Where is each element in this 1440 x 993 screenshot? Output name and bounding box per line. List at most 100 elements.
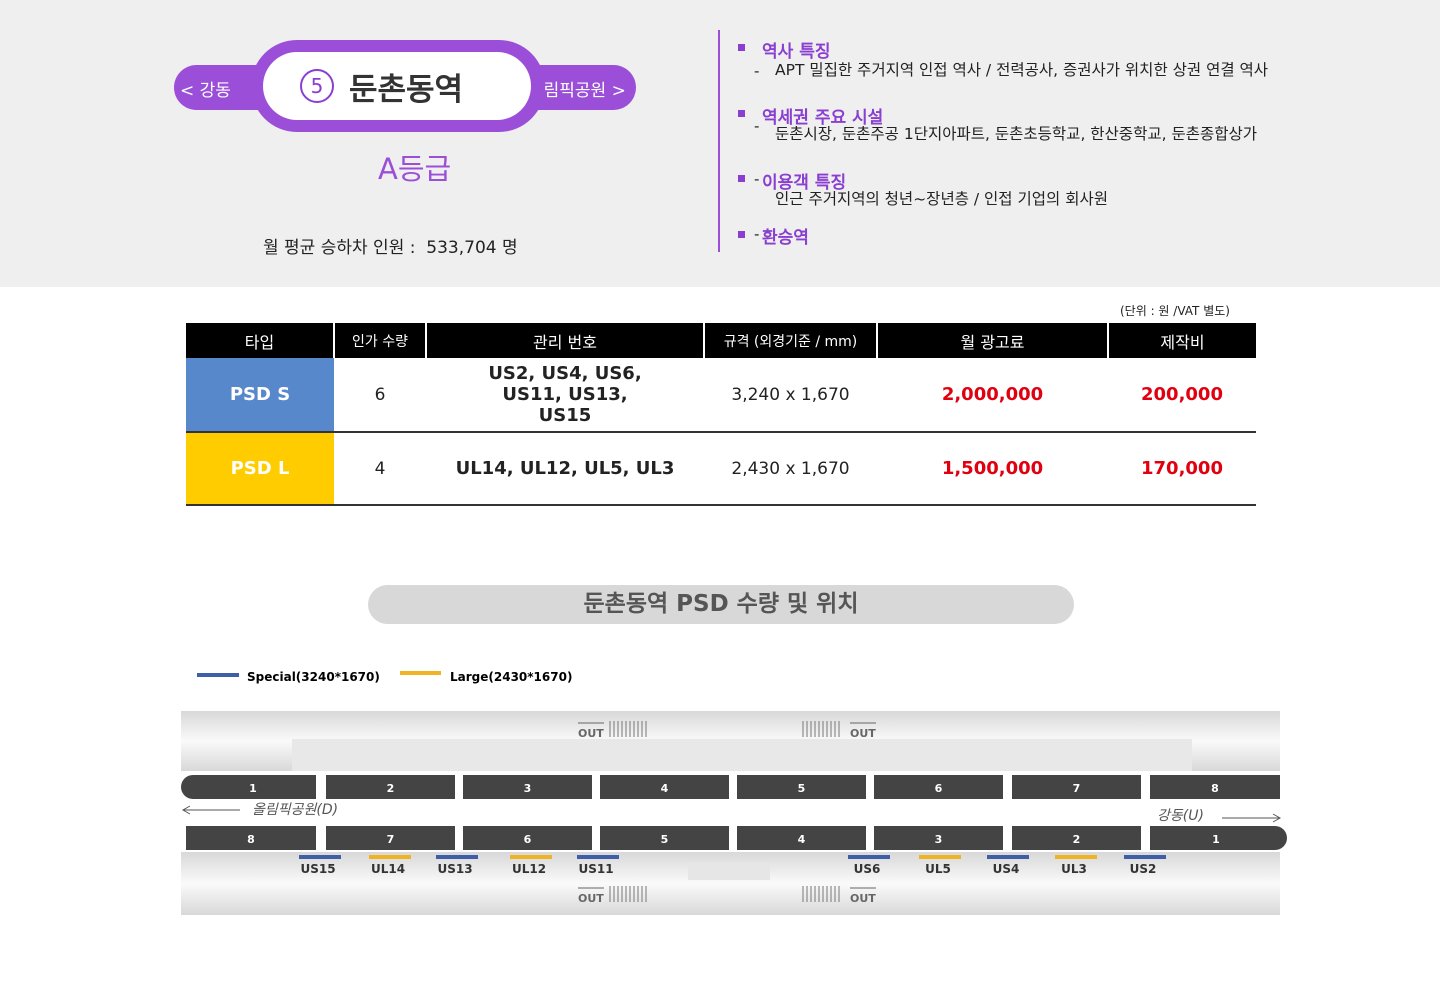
- header-cell: 규격 (외경기준 / mm): [703, 323, 877, 358]
- legend-label: Special(3240*1670): [247, 670, 380, 684]
- price-table: 타입 인가 수량 관리 번호 규격 (외경기준 / mm) 월 광고료 제작비 …: [186, 323, 1256, 506]
- header-row: 타입 인가 수량 관리 번호 규격 (외경기준 / mm) 월 광고료 제작비: [186, 323, 1256, 358]
- car-number: 3: [935, 833, 943, 846]
- exit-label: OUT: [850, 892, 876, 905]
- ridership-label: 월 평균 승하차 인원 :: [263, 238, 416, 258]
- arrow-head: [1272, 813, 1282, 823]
- unit-note: (단위 : 원 /VAT 별도): [1120, 304, 1230, 318]
- feature-detail: 둔촌시장, 둔촌주공 1단지아파트, 둔촌초등학교, 한산중학교, 둔촌종합상가: [775, 125, 1258, 143]
- next-station: 올림픽공원 >: [528, 81, 626, 101]
- feature-title: 역세권 주요 시설: [762, 108, 884, 128]
- feature-title: 이용객 특징: [762, 173, 847, 193]
- train-car: [326, 826, 455, 850]
- price-cell: 1,500,000: [877, 432, 1108, 506]
- psd-label: UL3: [1061, 862, 1087, 876]
- train-car: [193, 775, 316, 799]
- psd-label: US15: [300, 862, 335, 876]
- train-car: [874, 826, 1003, 850]
- bullet: [738, 175, 745, 182]
- psd-label: US4: [993, 862, 1020, 876]
- exit-label: OUT: [578, 727, 604, 740]
- car-number: 2: [387, 782, 395, 795]
- station-name: 둔촌동역: [349, 72, 464, 108]
- platform-top-inner: [292, 739, 1192, 771]
- car-number: 7: [387, 833, 395, 846]
- cell: 2,430 x 1,670: [704, 432, 877, 506]
- train-car: [186, 826, 316, 850]
- section-title: 둔촌동역 PSD 수량 및 위치: [368, 585, 1074, 624]
- psd-label: US11: [578, 862, 613, 876]
- psd-label: US2: [1130, 862, 1157, 876]
- train-car: [1150, 826, 1275, 850]
- platform-diagram: Special(3240*1670) Large(2430*1670) 올림픽공…: [181, 670, 1287, 915]
- psd-label: UL5: [925, 862, 951, 876]
- car-number: 8: [247, 833, 255, 846]
- train-car: [737, 826, 866, 850]
- car-number: 5: [661, 833, 669, 846]
- car-number: 8: [1211, 782, 1219, 795]
- header-cell: 월 광고료: [876, 323, 1108, 358]
- feature-title: 역사 특징: [762, 42, 831, 62]
- station-header: < 강동 올림픽공원 > 5 둔촌동역 A등급 월 평균 승하차 인원 : 53…: [0, 0, 1440, 287]
- car-number: 7: [1073, 782, 1081, 795]
- car-number: 6: [935, 782, 943, 795]
- feature-detail: 인근 주거지역의 청년~장년층 / 인접 기업의 회사원: [775, 190, 1108, 208]
- cell: 3,240 x 1,670: [704, 358, 877, 433]
- prev-station: < 강동: [180, 81, 231, 101]
- bullet: [738, 44, 745, 51]
- car-number: 1: [249, 782, 257, 795]
- dash: -: [754, 62, 760, 80]
- feature-detail: APT 밀집한 주거지역 인접 역사 / 전력공사, 증권사가 위치한 상권 연…: [775, 61, 1269, 79]
- car-number: 2: [1073, 833, 1081, 846]
- dash: -: [754, 225, 760, 243]
- cell: US2, US4, US6, US11, US13, US15: [426, 358, 704, 433]
- train-car: [1012, 826, 1141, 850]
- train-car: [1150, 775, 1280, 799]
- header-cell: 타입: [186, 323, 334, 358]
- cell: 6: [334, 358, 426, 433]
- ridership-value: 533,704 명: [426, 238, 518, 258]
- train-car: [600, 826, 729, 850]
- grade: A등급: [378, 152, 452, 186]
- exit-label: OUT: [578, 892, 604, 905]
- price-cell: 170,000: [1108, 432, 1256, 506]
- header-cell: 제작비: [1107, 323, 1256, 358]
- car-number: 4: [661, 782, 669, 795]
- divider: [718, 30, 720, 252]
- car-number: 1: [1212, 833, 1220, 846]
- train-car: [326, 775, 455, 799]
- arrow-head: [181, 805, 191, 815]
- psd-label: UL12: [512, 862, 546, 876]
- psd-label: US13: [437, 862, 472, 876]
- direction-left: 올림픽공원(D): [252, 802, 338, 818]
- bullet: [738, 110, 745, 117]
- platform-bottom: [181, 852, 1280, 915]
- train-car: [463, 826, 592, 850]
- car-number: 5: [798, 782, 806, 795]
- header-cell: 관리 번호: [425, 323, 704, 358]
- platform-gap: [688, 862, 770, 880]
- train-car: [737, 775, 866, 799]
- type-cell: PSD S: [186, 358, 334, 433]
- direction-right: 강동(U): [1157, 808, 1204, 824]
- station-number: 5: [300, 69, 334, 103]
- row: PSD L 4 UL14, UL12, UL5, UL3 2,430 x 1,6…: [186, 432, 1256, 506]
- legend-label: Large(2430*1670): [450, 670, 572, 684]
- train-car: [600, 775, 729, 799]
- car-number: 4: [798, 833, 806, 846]
- dash: -: [754, 170, 760, 188]
- feature-title: 환승역: [762, 228, 809, 248]
- train-car: [874, 775, 1003, 799]
- cell: UL14, UL12, UL5, UL3: [426, 432, 704, 506]
- car-number: 6: [524, 833, 532, 846]
- psd-label: UL14: [371, 862, 405, 876]
- ridership: 월 평균 승하차 인원 : 533,704 명: [263, 233, 518, 258]
- dash: -: [754, 117, 760, 135]
- type-cell: PSD L: [186, 432, 334, 506]
- header-cell: 인가 수량: [333, 323, 426, 358]
- psd-label: US6: [854, 862, 881, 876]
- cell: 4: [334, 432, 426, 506]
- bullet: [738, 231, 745, 238]
- train-car: [1012, 775, 1141, 799]
